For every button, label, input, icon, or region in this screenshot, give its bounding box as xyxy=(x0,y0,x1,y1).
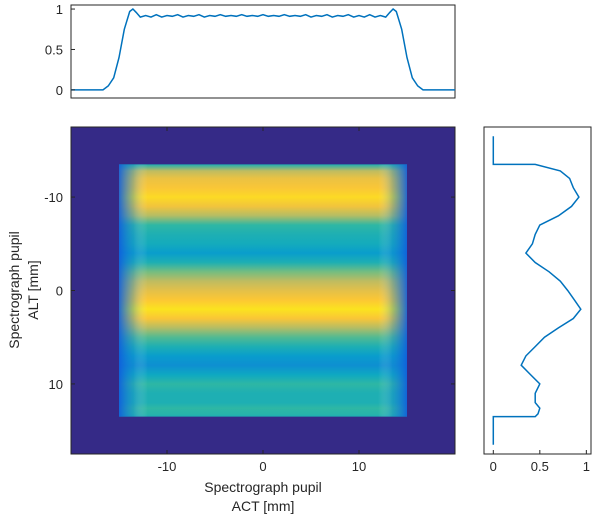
top-profile-line xyxy=(71,7,455,91)
pupil-image-panel: -10 0 10 -10 0 10 Spectrograph pupil ACT [mm… xyxy=(6,126,456,514)
top-axes-box xyxy=(70,4,456,99)
top-y-tick-label: 0 xyxy=(56,83,63,98)
right-x-tick-label: 0 xyxy=(490,459,497,474)
image-x-tick-label: 10 xyxy=(352,459,366,474)
top-y-ticks: 00.51 xyxy=(45,2,75,98)
right-profile-panel: 0 0.5 1 xyxy=(483,126,592,474)
image-x-tick-label: 0 xyxy=(259,459,266,474)
illuminated-edge-fade xyxy=(119,164,407,417)
image-y-tick-label: -10 xyxy=(44,190,63,205)
image-y-ticks: -10 0 10 xyxy=(44,190,455,392)
x-axis-label-line2: ACT [mm] xyxy=(232,498,295,514)
x-axis-label-line1: Spectrograph pupil xyxy=(204,479,322,495)
top-y-tick-label: 1 xyxy=(56,2,63,17)
image-y-tick-label: 0 xyxy=(56,284,63,299)
right-axes-box xyxy=(483,126,592,455)
right-x-tick-label: 0.5 xyxy=(531,459,549,474)
image-y-tick-label: 10 xyxy=(49,377,63,392)
top-profile-panel: 00.51 xyxy=(45,2,456,99)
top-y-tick-label: 0.5 xyxy=(45,42,63,57)
image-x-tick-label: -10 xyxy=(158,459,177,474)
y-axis-label-line1: Spectrograph pupil xyxy=(6,231,22,349)
y-axis-label-line2: ALT [mm] xyxy=(25,260,41,319)
right-x-ticks: 0 0.5 1 xyxy=(490,450,590,474)
image-x-ticks: -10 0 10 xyxy=(158,127,366,474)
right-profile-line xyxy=(492,136,582,445)
right-x-tick-label: 1 xyxy=(583,459,590,474)
